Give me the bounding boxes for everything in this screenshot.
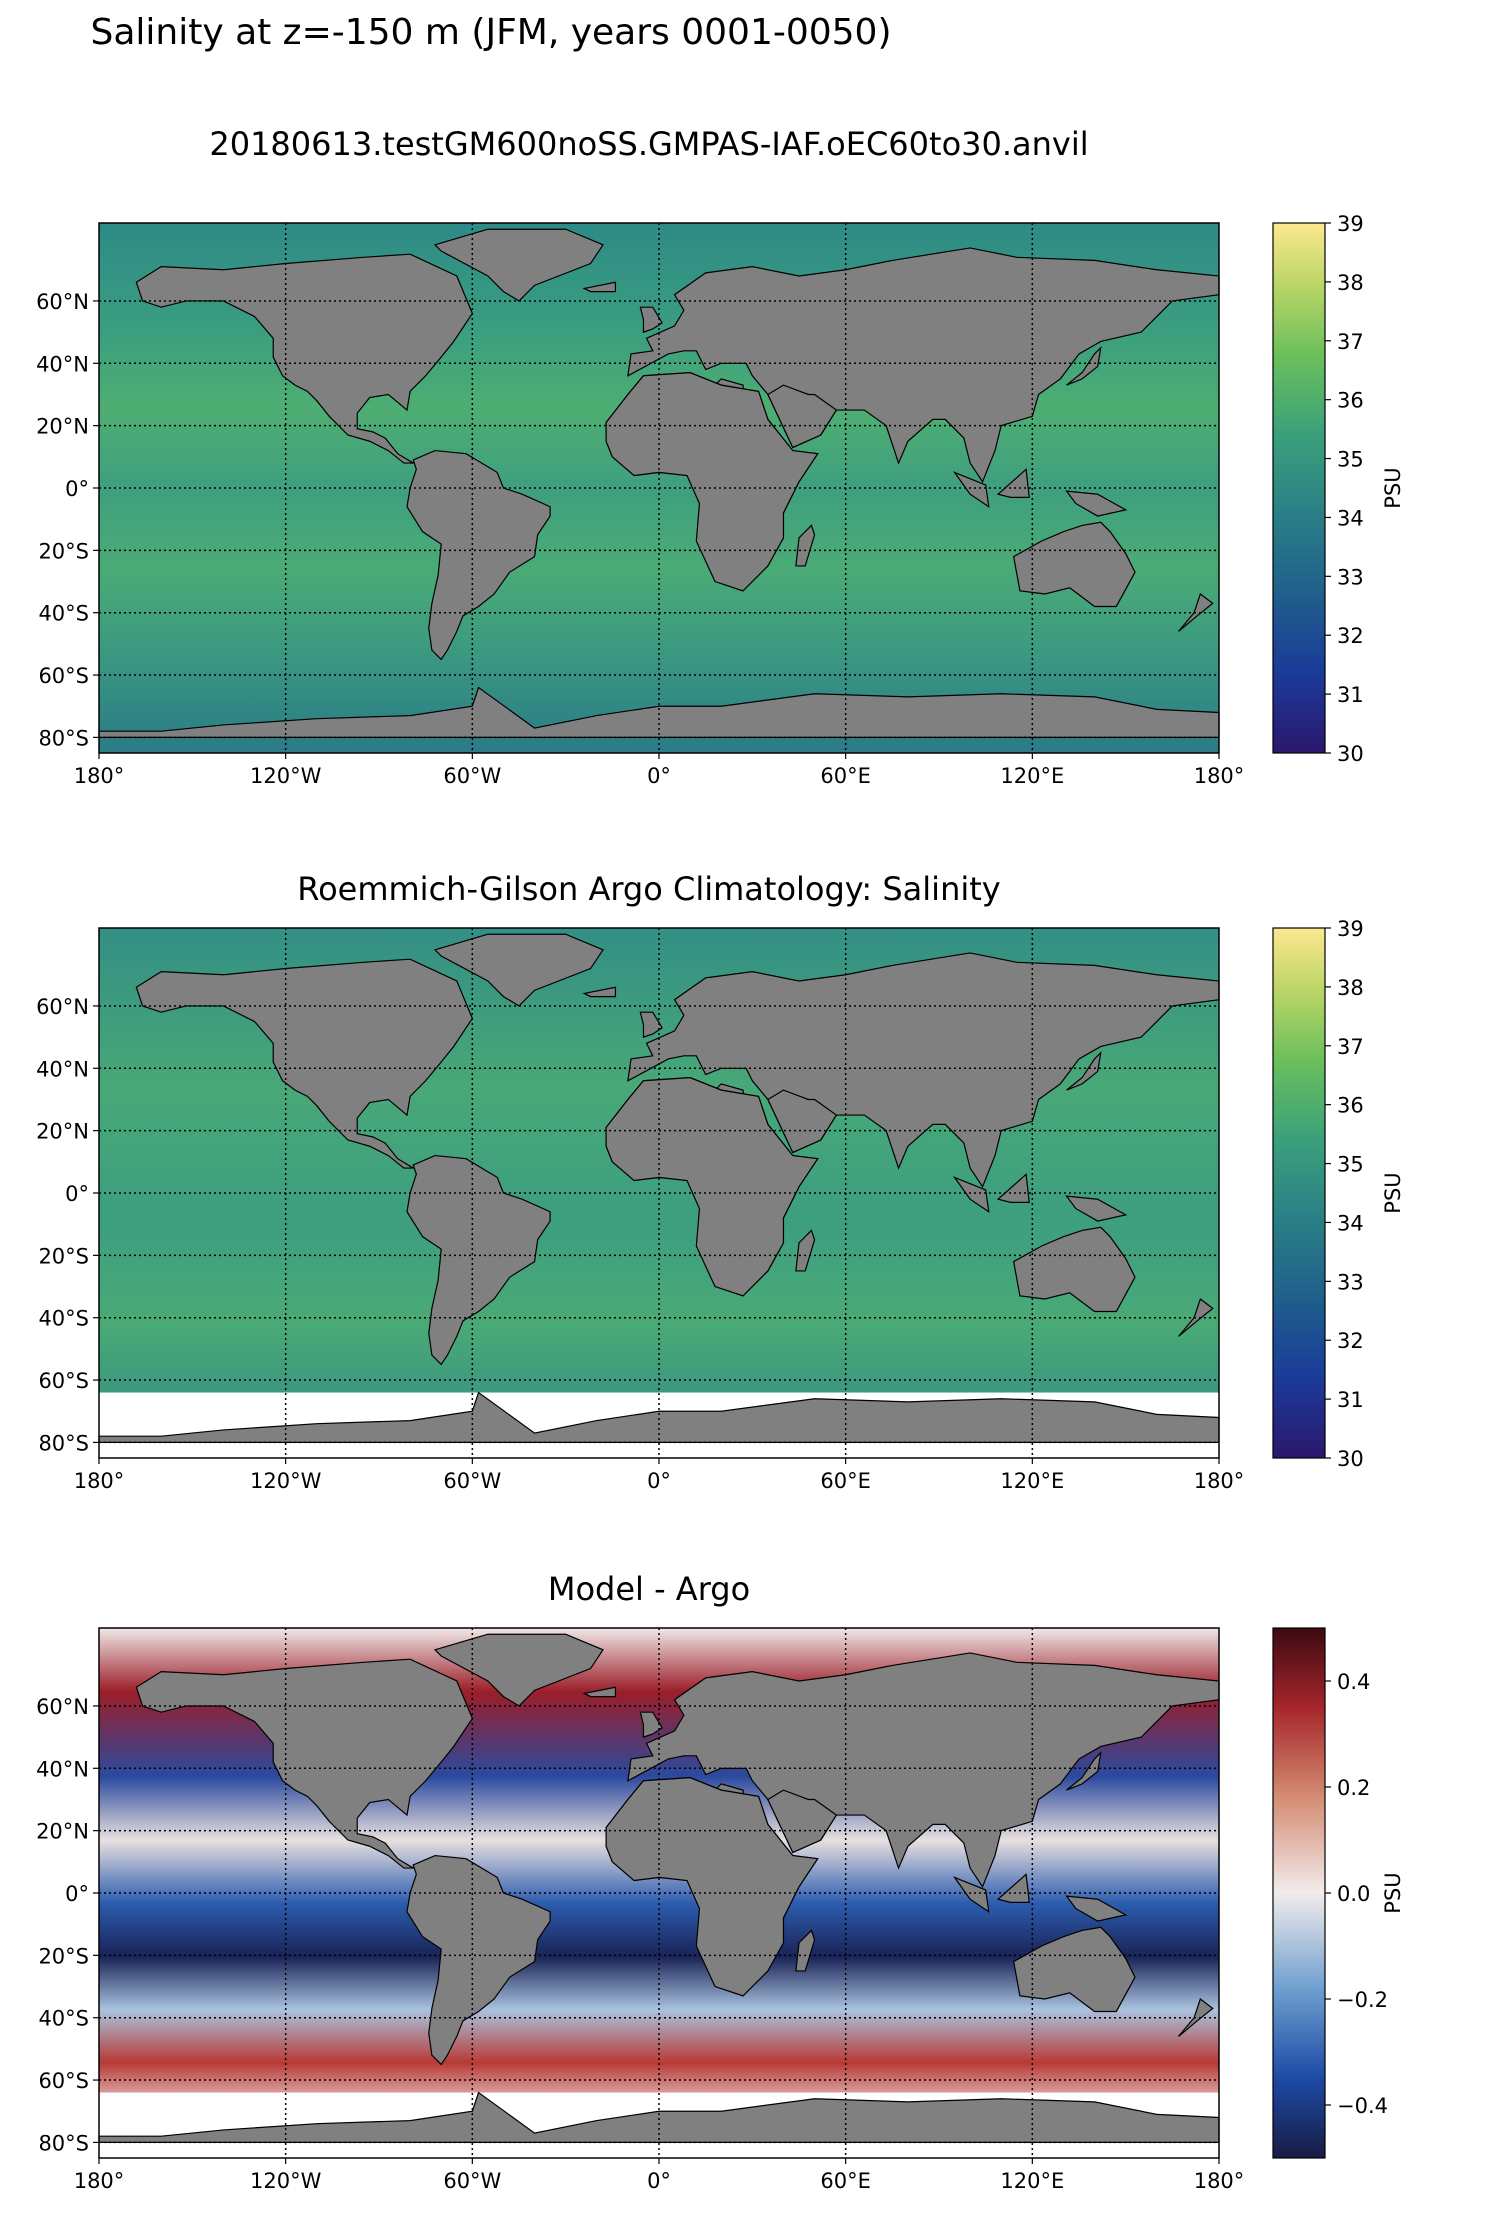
- lon-tick-label: 120°E: [1000, 2169, 1064, 2193]
- lat-tick-label: 20°N: [36, 1120, 89, 1144]
- lon-tick-label: 180°: [74, 2169, 125, 2193]
- lon-tick-label: 120°W: [250, 764, 322, 788]
- lat-tick-label: 20°S: [38, 1944, 89, 1968]
- panel-title: 20180613.testGM600noSS.GMPAS-IAF.oEC60to…: [209, 125, 1088, 163]
- figure-suptitle: Salinity at z=-150 m (JFM, years 0001-00…: [90, 12, 891, 53]
- colorbar-label: PSU: [1381, 467, 1405, 508]
- lon-tick-label: 180°: [1194, 2169, 1245, 2193]
- lon-tick-label: 120°E: [1000, 1469, 1064, 1493]
- colorbar-tick-label: 30: [1337, 1447, 1364, 1471]
- lon-tick-label: 120°E: [1000, 764, 1064, 788]
- lon-tick-label: 60°W: [443, 1469, 501, 1493]
- lat-tick-label: 80°S: [38, 1431, 89, 1455]
- lon-tick-label: 180°: [1194, 764, 1245, 788]
- lat-tick-label: 40°N: [36, 1057, 89, 1081]
- colorbar-tick-label: 36: [1337, 1094, 1364, 1118]
- lon-tick-label: 60°W: [443, 764, 501, 788]
- lat-tick-label: 60°S: [38, 2069, 89, 2093]
- lat-tick-label: 20°S: [38, 539, 89, 563]
- colorbar-tick-label: 32: [1337, 624, 1364, 648]
- lat-tick-label: 0°: [65, 1182, 89, 1206]
- panel-title: Roemmich-Gilson Argo Climatology: Salini…: [297, 870, 1000, 908]
- lon-tick-label: 60°E: [820, 2169, 871, 2193]
- colorbar: [1272, 927, 1326, 1459]
- lat-tick-label: 40°N: [36, 352, 89, 376]
- colorbar-tick-label: 38: [1337, 976, 1364, 1000]
- lon-tick-label: 0°: [647, 764, 671, 788]
- lat-tick-label: 40°S: [38, 1307, 89, 1331]
- colorbar-tick-label: 39: [1337, 917, 1364, 941]
- lon-tick-label: 180°: [74, 1469, 125, 1493]
- colorbar-tick-label: 0.4: [1337, 1670, 1370, 1694]
- colorbar-tick-label: 35: [1337, 448, 1364, 472]
- colorbar-tick-label: 0.2: [1337, 1776, 1370, 1800]
- lat-tick-label: 40°S: [38, 2007, 89, 2031]
- lat-tick-label: 80°S: [38, 726, 89, 750]
- colorbar-tick-label: 33: [1337, 565, 1364, 589]
- lon-tick-label: 120°W: [250, 2169, 322, 2193]
- colorbar-tick-label: 33: [1337, 1270, 1364, 1294]
- colorbar-tick-label: 38: [1337, 271, 1364, 295]
- colorbar-tick-label: 31: [1337, 683, 1364, 707]
- colorbar-tick-label: 34: [1337, 1211, 1364, 1235]
- lon-tick-label: 60°E: [820, 764, 871, 788]
- colorbar-label: PSU: [1381, 1872, 1405, 1913]
- colorbar-tick-label: 39: [1337, 212, 1364, 236]
- colorbar: [1272, 222, 1326, 754]
- colorbar-tick-label: 30: [1337, 742, 1364, 766]
- lon-tick-label: 0°: [647, 2169, 671, 2193]
- colorbar-tick-label: 37: [1337, 330, 1364, 354]
- panel-title: Model - Argo: [548, 1570, 750, 1608]
- lat-tick-label: 0°: [65, 477, 89, 501]
- colorbar-tick-label: 37: [1337, 1035, 1364, 1059]
- colorbar: [1272, 1627, 1326, 2159]
- colorbar-tick-label: 36: [1337, 389, 1364, 413]
- lat-tick-label: 40°S: [38, 602, 89, 626]
- lon-tick-label: 60°E: [820, 1469, 871, 1493]
- lon-tick-label: 180°: [1194, 1469, 1245, 1493]
- lat-tick-label: 80°S: [38, 2131, 89, 2155]
- map-panel-model: 20180613.testGM600noSS.GMPAS-IAF.oEC60to…: [36, 125, 1405, 788]
- colorbar-tick-label: 31: [1337, 1388, 1364, 1412]
- lat-tick-label: 60°S: [38, 664, 89, 688]
- colorbar-tick-label: 0.0: [1337, 1882, 1370, 1906]
- lon-tick-label: 120°W: [250, 1469, 322, 1493]
- lat-tick-label: 0°: [65, 1882, 89, 1906]
- colorbar-label: PSU: [1381, 1172, 1405, 1213]
- lat-tick-label: 40°N: [36, 1757, 89, 1781]
- lon-tick-label: 180°: [74, 764, 125, 788]
- lat-tick-label: 20°N: [36, 415, 89, 439]
- colorbar-tick-label: −0.4: [1337, 2094, 1388, 2118]
- lat-tick-label: 60°S: [38, 1369, 89, 1393]
- colorbar-tick-label: 35: [1337, 1153, 1364, 1177]
- lat-tick-label: 60°N: [36, 995, 89, 1019]
- lat-tick-label: 20°N: [36, 1820, 89, 1844]
- lon-tick-label: 0°: [647, 1469, 671, 1493]
- map-panel-diff: Model - Argo 180° 120°W 60°W 0° 60°E 120°E 180°…: [36, 1570, 1405, 2193]
- colorbar-tick-label: 32: [1337, 1329, 1364, 1353]
- lat-tick-label: 60°N: [36, 1695, 89, 1719]
- map-panel-argo: Roemmich-Gilson Argo Climatology: Salini…: [36, 870, 1405, 1493]
- colorbar-tick-label: −0.2: [1337, 1988, 1388, 2012]
- lat-tick-label: 20°S: [38, 1244, 89, 1268]
- lat-tick-label: 60°N: [36, 290, 89, 314]
- colorbar-tick-label: 34: [1337, 506, 1364, 530]
- lon-tick-label: 60°W: [443, 2169, 501, 2193]
